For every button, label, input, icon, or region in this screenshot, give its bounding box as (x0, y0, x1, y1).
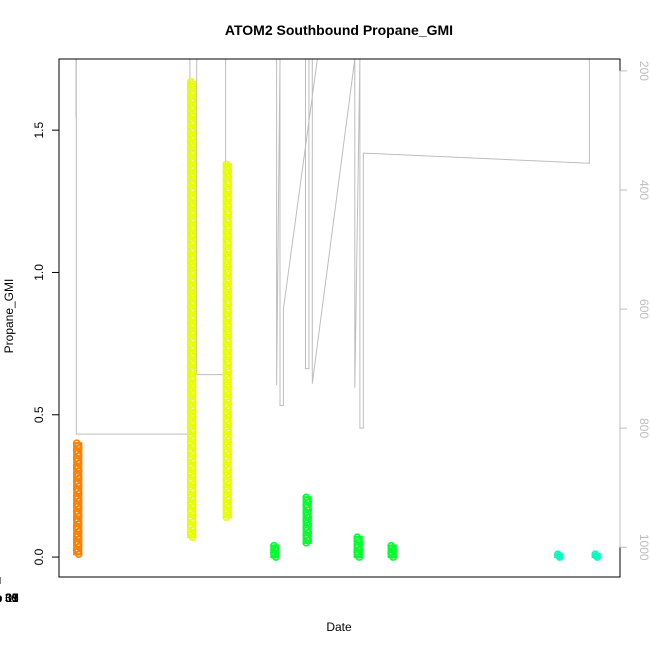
data-cluster (72, 439, 83, 559)
data-point (555, 553, 564, 561)
data-point (389, 553, 398, 561)
data-points (72, 77, 602, 561)
right-tick-label: 400 (637, 180, 650, 200)
x-tick-label: Feb 03 (0, 591, 19, 605)
y-axis-label: Propane_GMI (2, 279, 16, 354)
data-cluster (353, 533, 364, 561)
y-tick-label: 0.0 (32, 548, 46, 565)
x-tick-label: Feb 11 (0, 591, 19, 605)
x-axis-label: Date (326, 620, 352, 634)
data-cluster (591, 550, 602, 561)
data-point (272, 553, 280, 561)
data-cluster (222, 160, 233, 522)
data-point (74, 550, 83, 559)
x-tick-label: Feb 01 (0, 591, 19, 605)
data-cluster (553, 550, 564, 561)
data-point (593, 553, 602, 561)
y-tick-label: 0.5 (32, 406, 46, 423)
right-tick-label: 600 (637, 299, 650, 319)
data-point (188, 533, 197, 541)
x-tick-label: Jan 30 (0, 591, 18, 605)
data-cluster (270, 541, 280, 561)
right-tick-label: 1000 (637, 534, 650, 561)
right-axis: 200 400 600 800 1000 (619, 61, 650, 561)
data-cluster (186, 77, 197, 541)
data-point (302, 539, 311, 547)
data-point (222, 513, 231, 522)
x-axis: Jan 30Feb 01Feb 03Feb 05Feb 07Feb 09Feb … (0, 577, 19, 605)
plot-frame (58, 58, 621, 578)
right-tick-label: 200 (637, 61, 650, 81)
x-tick-label: Feb 09 (0, 591, 19, 605)
x-tick-label: Feb 07 (0, 591, 19, 605)
y-tick-label: 1.5 (32, 121, 46, 138)
y-tick-label: 1.0 (32, 264, 46, 281)
depth-trace (75, 58, 597, 435)
chart-title: ATOM2 Southbound Propane_GMI (225, 22, 453, 38)
y-axis: 0.0 0.5 1.0 1.5 (32, 121, 60, 565)
depth-trace-line (75, 58, 597, 435)
x-tick-label: Feb 05 (0, 591, 19, 605)
data-cluster (302, 493, 313, 547)
data-point (355, 553, 364, 561)
data-cluster (387, 541, 398, 561)
right-tick-label: 800 (637, 418, 650, 438)
